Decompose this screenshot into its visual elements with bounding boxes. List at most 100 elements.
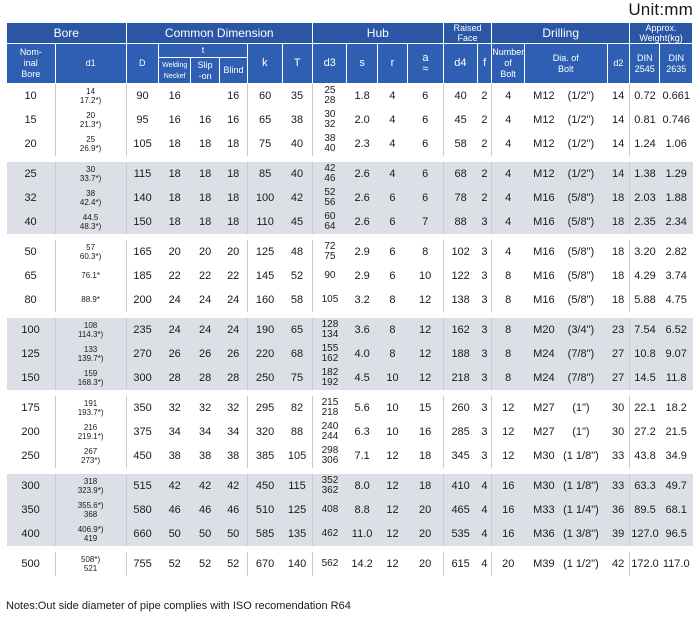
s-cell: 2.3 xyxy=(346,131,378,156)
f-cell: 4 xyxy=(477,497,492,522)
raised-face-header: Raised Face xyxy=(442,22,493,44)
d3-cell: 298 306 xyxy=(311,443,347,468)
table-row: 32 38 42.4*) 140 18 18 18 100 42 52 56 2.6 6 6 78 2 4 M… xyxy=(6,185,693,210)
D-cell: 450 xyxy=(125,443,159,468)
bore-cell: 15 xyxy=(6,107,56,132)
d1-cell: 159 168.3*) xyxy=(55,365,127,390)
weight-din2545-cell: 5.88 xyxy=(629,287,660,312)
f-cell: 2 xyxy=(477,131,492,156)
s-cell: 2.6 xyxy=(346,209,378,234)
bolt-size-cell: M12 xyxy=(524,161,555,186)
bolt-size-cell: M16 xyxy=(524,263,555,288)
d1-cell: 406.9*) 419 xyxy=(55,521,127,546)
bore-cell: 125 xyxy=(6,341,56,366)
t-blind-cell: 52 xyxy=(219,551,248,576)
k-cell: 160 xyxy=(247,287,283,312)
s-cell: 8.8 xyxy=(346,497,378,522)
T-cell: 58 xyxy=(282,287,313,312)
f-cell: 3 xyxy=(477,341,492,366)
weight-din2545-cell: 4.29 xyxy=(629,263,660,288)
f-cell: 3 xyxy=(477,365,492,390)
table-row: 40 44.5 48.3*) 150 18 18 18 110 45 60 64 2.6 6 7 88 3… xyxy=(6,209,693,234)
d3-cell: 105 xyxy=(311,287,347,312)
hub-header: Hub xyxy=(311,22,444,44)
table-row: 100 108 114.3*) 235 24 24 24 190 65 128 134 3.6 8 1… xyxy=(6,317,693,342)
bolt-inch-cell: (5/8") xyxy=(554,185,608,210)
t-welding-cell: 26 xyxy=(158,341,191,366)
t-slipon-cell: 18 xyxy=(190,209,220,234)
weight-din2545-cell: 14.5 xyxy=(629,365,660,390)
d4-cell: 465 xyxy=(442,497,478,522)
bolt-count-cell: 12 xyxy=(491,443,525,468)
s-cell: 2.0 xyxy=(346,107,378,132)
a-cell: 6 xyxy=(407,185,444,210)
t-slipon-cell: 50 xyxy=(190,521,220,546)
a-cell: 18 xyxy=(407,443,444,468)
s-cell: 8.0 xyxy=(346,473,378,498)
t-slipon-cell: 28 xyxy=(190,365,220,390)
weight-din2635-cell: 21.5 xyxy=(659,419,693,444)
d2-cell: 18 xyxy=(607,209,630,234)
bolt-inch-cell: (1 1/8") xyxy=(554,443,608,468)
group-separator xyxy=(6,467,693,474)
bolt-count-cell: 4 xyxy=(491,209,525,234)
bore-header: Bore xyxy=(6,22,127,44)
a-cell: 20 xyxy=(407,521,444,546)
bolt-count-cell: 8 xyxy=(491,317,525,342)
weight-din2635-cell: 1.88 xyxy=(659,185,693,210)
k-cell: 670 xyxy=(247,551,283,576)
d1-header: d1 xyxy=(54,43,127,84)
table-row: 15 20 21.3*) 95 16 16 16 65 38 30 32 2.0 4 6 45 2 4 M12… xyxy=(6,107,693,132)
f-cell: 2 xyxy=(477,161,492,186)
weight-din2635-cell: 1.29 xyxy=(659,161,693,186)
D-cell: 165 xyxy=(125,239,159,264)
d1-cell: 355.6*) 368 xyxy=(55,497,127,522)
T-cell: 40 xyxy=(282,161,313,186)
dia-of-bolt-header: Dia. of Bolt xyxy=(523,43,608,84)
bolt-size-cell: M39 xyxy=(524,551,555,576)
t-blind-cell: 38 xyxy=(219,443,248,468)
D-cell: 140 xyxy=(125,185,159,210)
f-cell: 2 xyxy=(477,185,492,210)
s-cell: 4.5 xyxy=(346,365,378,390)
k-cell: 75 xyxy=(247,131,283,156)
r-cell: 12 xyxy=(377,497,408,522)
D-header: D xyxy=(125,43,159,84)
table-body: 10 14 17.2*) 90 16 16 60 35 25 28 1.8 4 6 40 2 4 M12 (1… xyxy=(6,83,693,576)
d4-cell: 78 xyxy=(442,185,478,210)
t-blind-cell: 24 xyxy=(219,287,248,312)
t-blind-cell: 26 xyxy=(219,341,248,366)
bolt-inch-cell: (5/8") xyxy=(554,287,608,312)
t-slipon-cell: 42 xyxy=(190,473,220,498)
t-slipon-cell: 16 xyxy=(190,107,220,132)
t-welding-cell: 18 xyxy=(158,185,191,210)
separator-cell xyxy=(6,233,693,240)
t-welding-cell: 22 xyxy=(158,263,191,288)
f-cell: 4 xyxy=(477,521,492,546)
bolt-count-cell: 16 xyxy=(491,473,525,498)
d2-cell: 14 xyxy=(607,131,630,156)
T-header: T xyxy=(281,43,313,84)
k-cell: 385 xyxy=(247,443,283,468)
T-cell: 135 xyxy=(282,521,313,546)
d1-cell: 318 323.9*) xyxy=(55,473,127,498)
bore-cell: 40 xyxy=(6,209,56,234)
s-cell: 2.9 xyxy=(346,263,378,288)
d2-cell: 18 xyxy=(607,185,630,210)
T-cell: 68 xyxy=(282,341,313,366)
t-welding-cell: 18 xyxy=(158,131,191,156)
T-cell: 82 xyxy=(282,395,313,420)
bolt-size-cell: M16 xyxy=(524,239,555,264)
d1-cell: 191 193.7*) xyxy=(55,395,127,420)
weight-din2635-cell: 49.7 xyxy=(659,473,693,498)
t-welding-cell: 38 xyxy=(158,443,191,468)
T-cell: 52 xyxy=(282,263,313,288)
d4-cell: 285 xyxy=(442,419,478,444)
D-cell: 660 xyxy=(125,521,159,546)
k-cell: 450 xyxy=(247,473,283,498)
d1-cell: 14 17.2*) xyxy=(55,83,127,108)
T-cell: 105 xyxy=(282,443,313,468)
weight-din2545-cell: 27.2 xyxy=(629,419,660,444)
d1-cell: 30 33.7*) xyxy=(55,161,127,186)
bolt-inch-cell: (7/8") xyxy=(554,341,608,366)
